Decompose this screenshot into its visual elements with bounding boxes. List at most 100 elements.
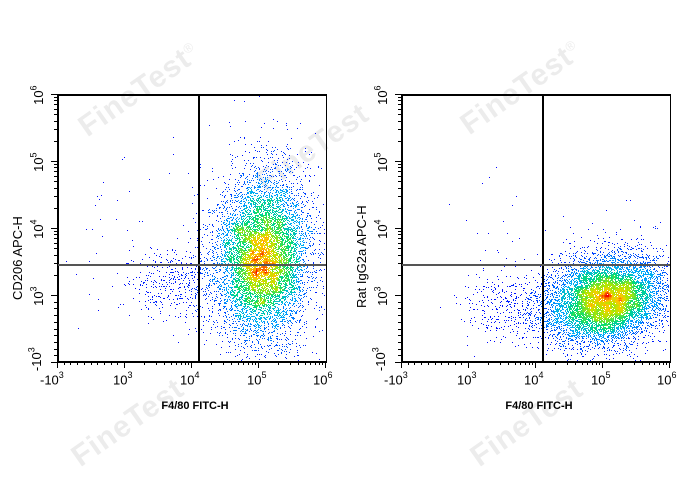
y-minor-tick (54, 196, 57, 198)
y-minor-tick (54, 341, 57, 343)
x-minor-tick (531, 362, 533, 365)
x-tick-label: 105 (247, 370, 267, 388)
x-major-tick (401, 362, 402, 368)
x-minor-tick (77, 362, 79, 365)
x-axis-title: F4/80 FITC-H (161, 400, 229, 412)
x-tick-label: -103 (384, 370, 408, 388)
x-minor-tick (117, 362, 119, 365)
quadrant-gate-vertical[interactable] (542, 94, 544, 362)
x-minor-tick (314, 362, 316, 365)
y-major-tick (51, 228, 57, 229)
x-tick-label: 103 (457, 370, 477, 388)
x-major-tick (191, 362, 192, 368)
x-minor-tick (658, 362, 660, 365)
x-major-tick (669, 362, 670, 368)
y-minor-tick (54, 140, 57, 142)
y-minor-tick (398, 167, 401, 169)
x-minor-tick (144, 362, 146, 365)
y-minor-tick (54, 167, 57, 169)
y-minor-tick (398, 328, 401, 330)
y-minor-tick (54, 328, 57, 330)
x-minor-tick (555, 362, 557, 365)
y-minor-tick (54, 254, 57, 256)
y-minor-tick (398, 248, 401, 250)
x-minor-tick (184, 362, 186, 365)
y-minor-tick (398, 140, 401, 142)
x-minor-tick (278, 362, 280, 365)
x-major-tick (124, 362, 125, 368)
y-major-tick (51, 94, 57, 95)
x-minor-tick (63, 362, 65, 365)
y-minor-tick (54, 335, 57, 337)
y-minor-tick (54, 231, 57, 233)
y-minor-tick (398, 254, 401, 256)
y-minor-tick (398, 181, 401, 183)
y-major-tick (395, 362, 401, 363)
x-tick-label: 105 (591, 370, 611, 388)
quadrant-gate-horizontal[interactable] (58, 264, 326, 266)
y-minor-tick (54, 181, 57, 183)
y-major-tick (51, 362, 57, 363)
x-minor-tick (454, 362, 456, 365)
y-major-tick (51, 161, 57, 162)
x-major-tick (602, 362, 603, 368)
x-minor-tick (180, 362, 182, 365)
x-tick-label: 104 (524, 370, 544, 388)
y-minor-tick (398, 274, 401, 276)
y-major-tick (395, 295, 401, 296)
y-minor-tick (54, 234, 57, 236)
x-minor-tick (243, 362, 245, 365)
y-minor-tick (54, 120, 57, 122)
x-minor-tick (251, 362, 253, 365)
x-minor-tick (514, 362, 516, 365)
y-minor-tick (398, 207, 401, 209)
x-minor-tick (97, 362, 99, 365)
x-minor-tick (187, 362, 189, 365)
y-minor-tick (398, 120, 401, 122)
x-tick-label: 104 (180, 370, 200, 388)
y-minor-tick (54, 108, 57, 110)
y-minor-tick (398, 164, 401, 166)
y-minor-tick (54, 355, 57, 357)
x-minor-tick (155, 362, 157, 365)
quadrant-gate-horizontal[interactable] (402, 264, 670, 266)
x-major-tick (57, 362, 58, 368)
y-tick-label: 106 (372, 85, 390, 105)
x-minor-tick (633, 362, 635, 365)
x-minor-tick (587, 362, 589, 365)
y-axis-title: CD206 APC-H (10, 216, 25, 300)
x-minor-tick (488, 362, 490, 365)
x-minor-tick (434, 362, 436, 365)
x-minor-tick (176, 362, 178, 365)
y-minor-tick (54, 171, 57, 173)
x-minor-tick (566, 362, 568, 365)
x-minor-tick (665, 362, 667, 365)
x-minor-tick (90, 362, 92, 365)
y-minor-tick (398, 341, 401, 343)
y-minor-tick (398, 231, 401, 233)
y-minor-tick (398, 348, 401, 350)
x-minor-tick (170, 362, 172, 365)
x-minor-tick (508, 362, 510, 365)
x-minor-tick (414, 362, 416, 365)
y-minor-tick (398, 175, 401, 177)
x-minor-tick (622, 362, 624, 365)
x-minor-tick (407, 362, 409, 365)
y-tick-label: 104 (372, 219, 390, 239)
x-minor-tick (110, 362, 112, 365)
x-minor-tick (427, 362, 429, 365)
y-major-tick (51, 295, 57, 296)
quadrant-gate-vertical[interactable] (198, 94, 200, 362)
x-minor-tick (289, 362, 291, 365)
x-minor-tick (310, 362, 312, 365)
y-minor-tick (398, 315, 401, 317)
x-minor-tick (520, 362, 522, 365)
y-minor-tick (54, 238, 57, 240)
watermark: FineTest (464, 372, 590, 474)
y-minor-tick (398, 129, 401, 131)
x-major-tick (325, 362, 326, 368)
x-minor-tick (499, 362, 501, 365)
y-minor-tick (398, 108, 401, 110)
x-tick-label: 103 (113, 370, 133, 388)
y-tick-label: 103 (372, 286, 390, 306)
